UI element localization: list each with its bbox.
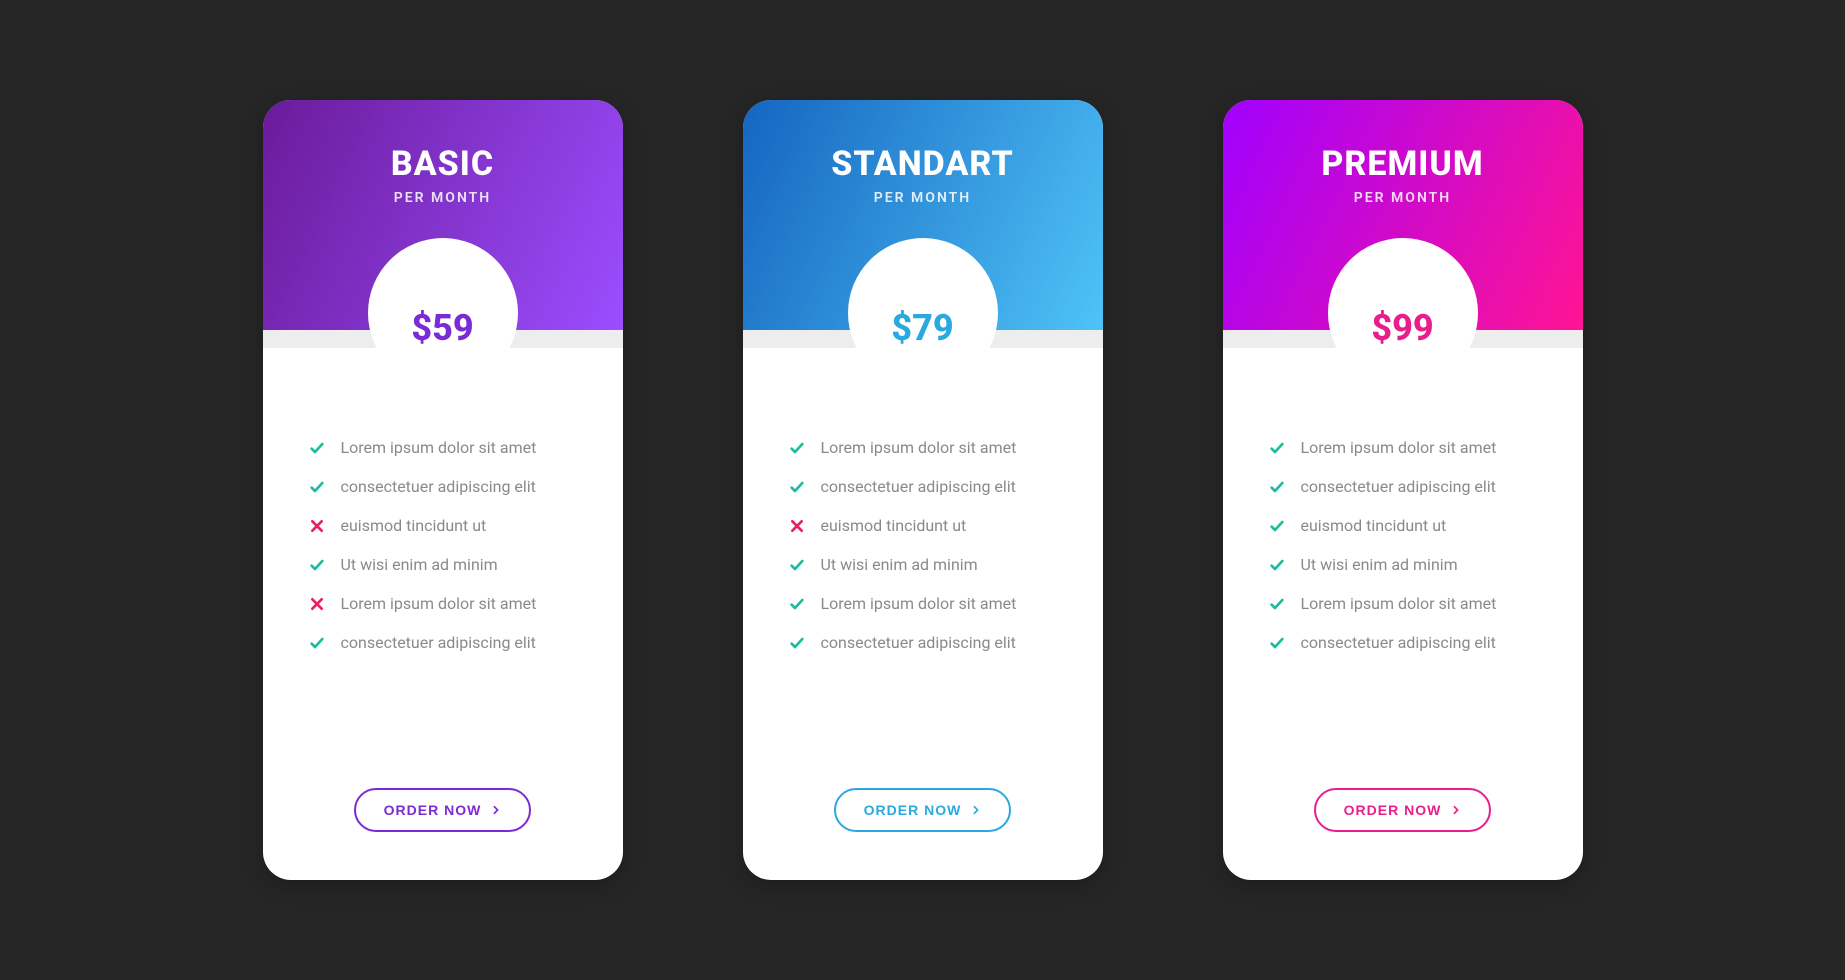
check-icon (309, 440, 325, 456)
feature-item: consectetuer adipiscing elit (1269, 477, 1537, 496)
plan-title: STANDART (743, 144, 1103, 184)
order-button-label: ORDER NOW (1344, 802, 1442, 818)
check-icon (1269, 596, 1285, 612)
order-button-label: ORDER NOW (384, 802, 482, 818)
check-icon (789, 479, 805, 495)
feature-item: Ut wisi enim ad minim (309, 555, 577, 574)
pricing-row: BASICPER MONTH$59Lorem ipsum dolor sit a… (223, 60, 1623, 920)
feature-text: consectetuer adipiscing elit (341, 633, 536, 652)
feature-item: Lorem ipsum dolor sit amet (1269, 438, 1537, 457)
feature-item: Lorem ipsum dolor sit amet (789, 438, 1057, 457)
feature-text: Lorem ipsum dolor sit amet (341, 438, 537, 457)
feature-text: Lorem ipsum dolor sit amet (821, 594, 1017, 613)
feature-item: consectetuer adipiscing elit (1269, 633, 1537, 652)
order-now-button[interactable]: ORDER NOW (354, 788, 532, 832)
cross-icon (309, 596, 325, 612)
feature-item: Ut wisi enim ad minim (789, 555, 1057, 574)
feature-item: Ut wisi enim ad minim (1269, 555, 1537, 574)
check-icon (1269, 518, 1285, 534)
feature-text: Ut wisi enim ad minim (1301, 555, 1458, 574)
feature-item: euismod tincidunt ut (309, 516, 577, 535)
features-list: Lorem ipsum dolor sit amet consectetuer a… (743, 348, 1103, 758)
feature-item: consectetuer adipiscing elit (309, 633, 577, 652)
feature-text: Lorem ipsum dolor sit amet (1301, 594, 1497, 613)
feature-item: Lorem ipsum dolor sit amet (789, 594, 1057, 613)
card-header: STANDARTPER MONTH$79 (743, 100, 1103, 330)
cross-icon (309, 518, 325, 534)
feature-text: Lorem ipsum dolor sit amet (341, 594, 537, 613)
pricing-card-basic: BASICPER MONTH$59Lorem ipsum dolor sit a… (263, 100, 623, 880)
card-footer: ORDER NOW (263, 758, 623, 880)
feature-item: euismod tincidunt ut (789, 516, 1057, 535)
chevron-right-icon (1451, 805, 1461, 815)
feature-text: consectetuer adipiscing elit (821, 633, 1016, 652)
check-icon (789, 596, 805, 612)
check-icon (789, 557, 805, 573)
feature-text: Ut wisi enim ad minim (821, 555, 978, 574)
plan-title: PREMIUM (1223, 144, 1583, 184)
check-icon (1269, 440, 1285, 456)
check-icon (1269, 557, 1285, 573)
features-list: Lorem ipsum dolor sit amet consectetuer a… (263, 348, 623, 758)
feature-text: euismod tincidunt ut (341, 516, 487, 535)
feature-item: Lorem ipsum dolor sit amet (309, 594, 577, 613)
plan-subtitle: PER MONTH (743, 190, 1103, 206)
plan-title: BASIC (263, 144, 623, 184)
cross-icon (789, 518, 805, 534)
divider-strip (263, 330, 623, 348)
check-icon (1269, 479, 1285, 495)
card-header: PREMIUMPER MONTH$99 (1223, 100, 1583, 330)
feature-item: Lorem ipsum dolor sit amet (309, 438, 577, 457)
feature-text: euismod tincidunt ut (821, 516, 967, 535)
check-icon (1269, 635, 1285, 651)
divider-strip (743, 330, 1103, 348)
card-footer: ORDER NOW (1223, 758, 1583, 880)
feature-item: consectetuer adipiscing elit (789, 477, 1057, 496)
check-icon (309, 479, 325, 495)
feature-text: consectetuer adipiscing elit (821, 477, 1016, 496)
chevron-right-icon (971, 805, 981, 815)
feature-item: euismod tincidunt ut (1269, 516, 1537, 535)
feature-item: consectetuer adipiscing elit (789, 633, 1057, 652)
check-icon (309, 635, 325, 651)
feature-text: Ut wisi enim ad minim (341, 555, 498, 574)
features-list: Lorem ipsum dolor sit amet consectetuer a… (1223, 348, 1583, 758)
check-icon (789, 635, 805, 651)
feature-text: euismod tincidunt ut (1301, 516, 1447, 535)
divider-strip (1223, 330, 1583, 348)
feature-text: Lorem ipsum dolor sit amet (821, 438, 1017, 457)
feature-item: consectetuer adipiscing elit (309, 477, 577, 496)
feature-text: consectetuer adipiscing elit (341, 477, 536, 496)
check-icon (309, 557, 325, 573)
pricing-card-premium: PREMIUMPER MONTH$99Lorem ipsum dolor sit… (1223, 100, 1583, 880)
feature-text: consectetuer adipiscing elit (1301, 633, 1496, 652)
card-footer: ORDER NOW (743, 758, 1103, 880)
chevron-right-icon (491, 805, 501, 815)
feature-item: Lorem ipsum dolor sit amet (1269, 594, 1537, 613)
plan-subtitle: PER MONTH (1223, 190, 1583, 206)
check-icon (789, 440, 805, 456)
order-now-button[interactable]: ORDER NOW (1314, 788, 1492, 832)
order-button-label: ORDER NOW (864, 802, 962, 818)
feature-text: consectetuer adipiscing elit (1301, 477, 1496, 496)
order-now-button[interactable]: ORDER NOW (834, 788, 1012, 832)
plan-subtitle: PER MONTH (263, 190, 623, 206)
pricing-card-standart: STANDARTPER MONTH$79Lorem ipsum dolor si… (743, 100, 1103, 880)
card-header: BASICPER MONTH$59 (263, 100, 623, 330)
feature-text: Lorem ipsum dolor sit amet (1301, 438, 1497, 457)
